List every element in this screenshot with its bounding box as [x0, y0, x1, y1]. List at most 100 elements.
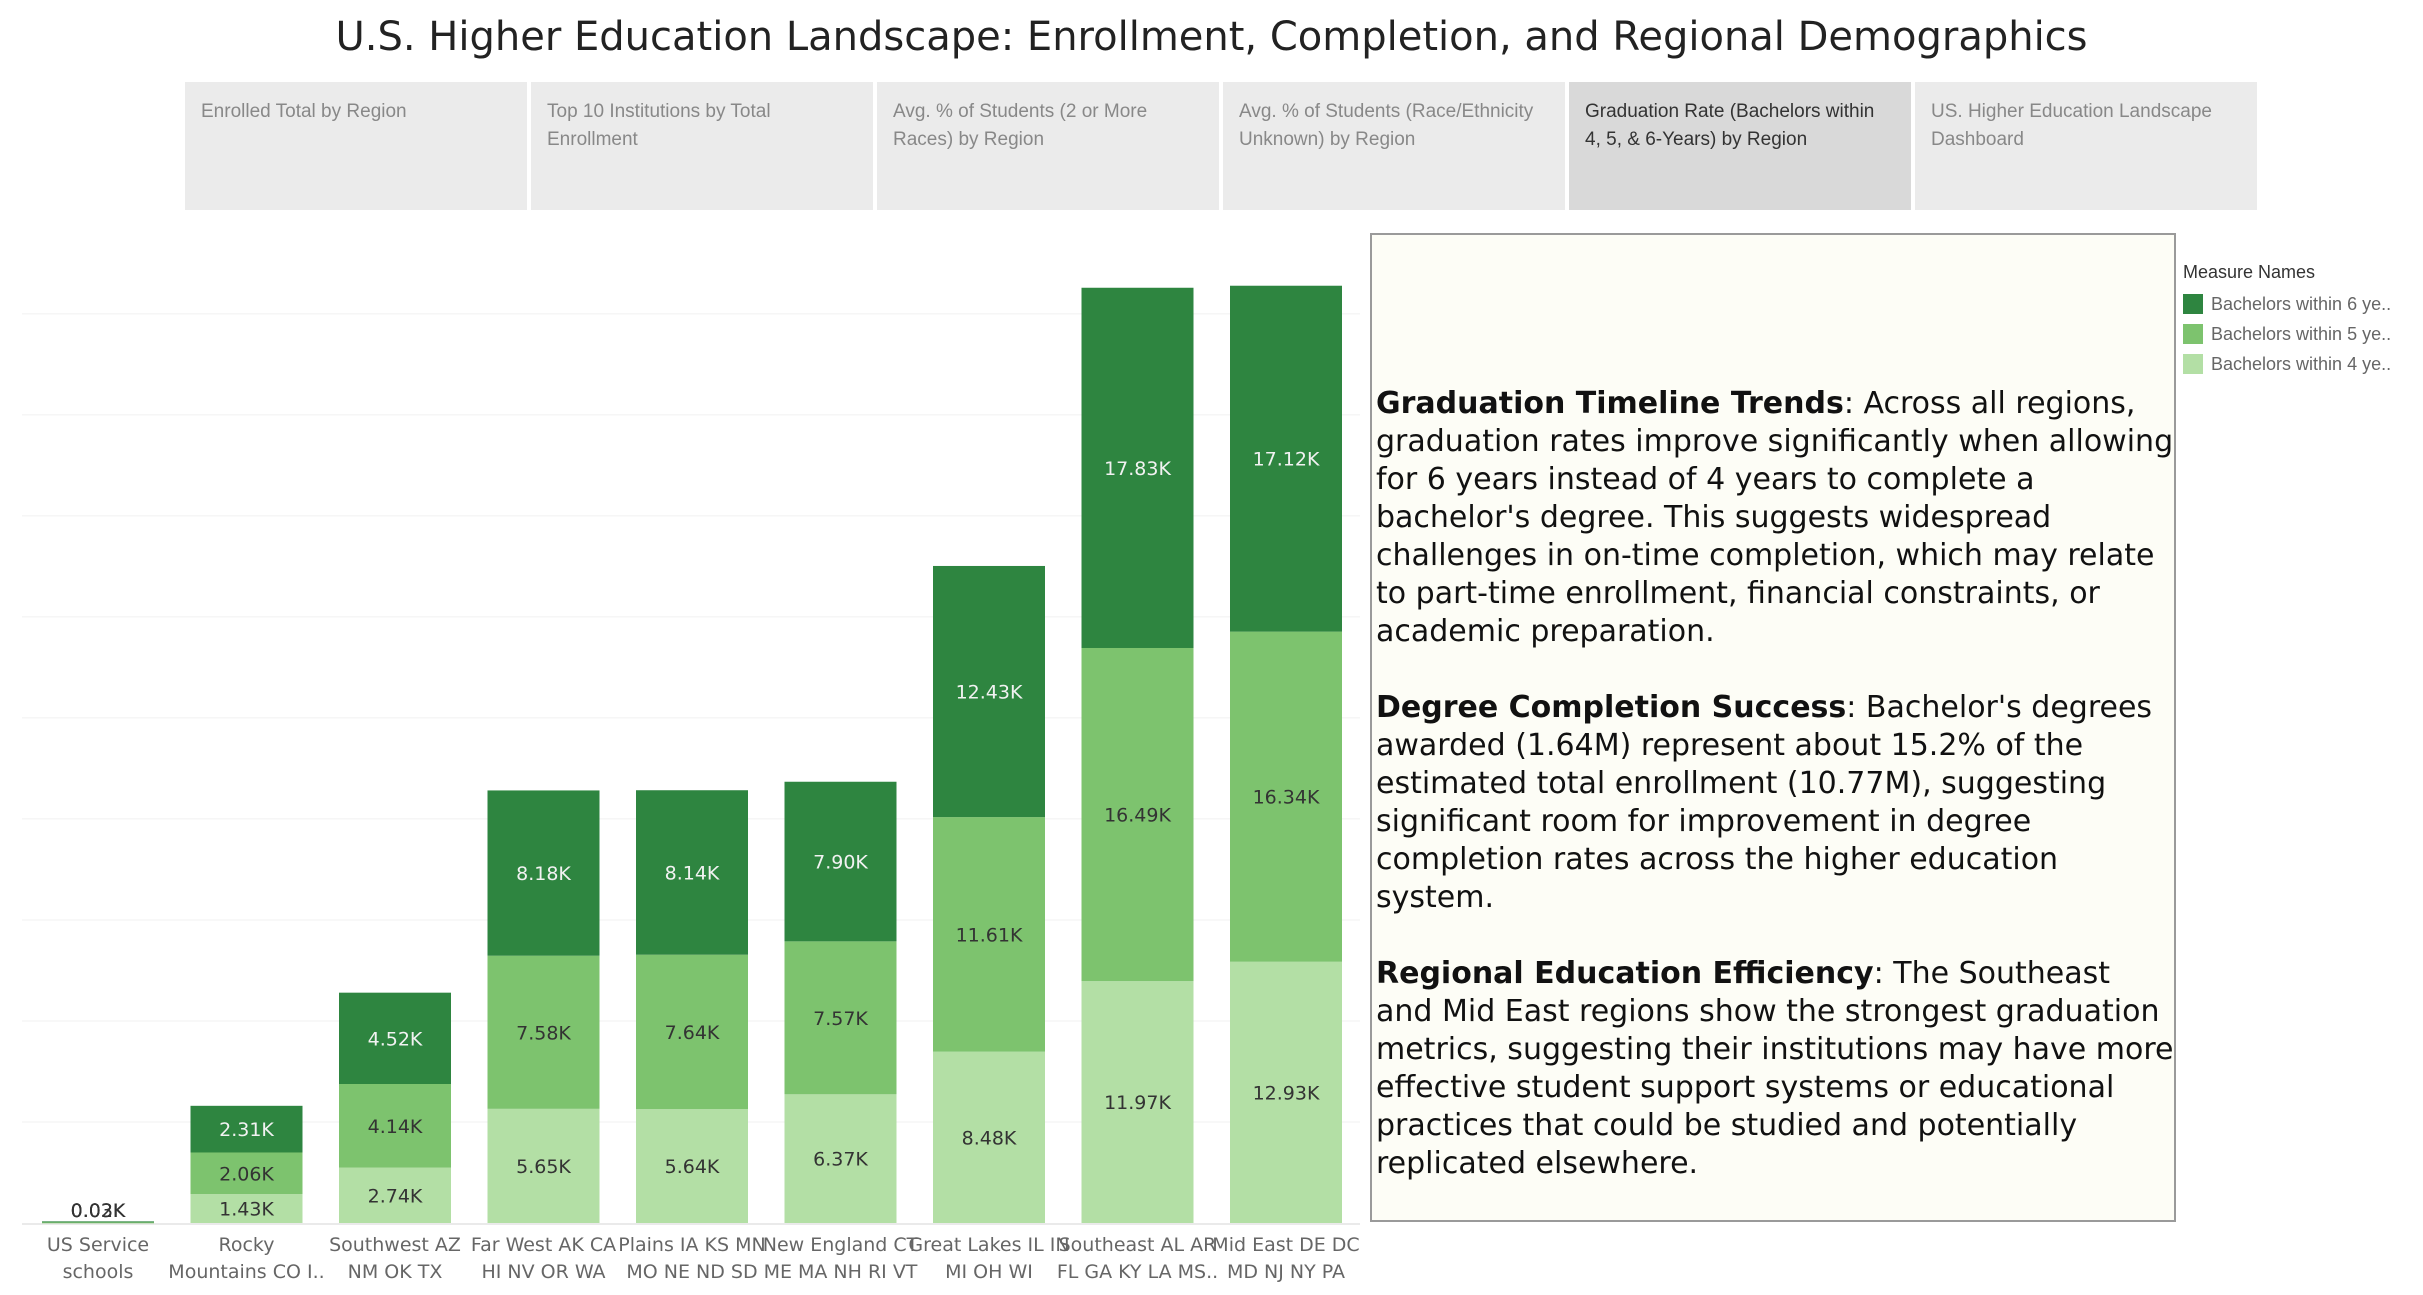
data-label: 6.37K: [813, 1149, 868, 1171]
category-label: Southeast AL AR: [1059, 1234, 1217, 1256]
tab-two-or-more-races[interactable]: Avg. % of Students (2 or More Races) by …: [877, 82, 1219, 210]
insight-text: : Across all regions, graduation rates i…: [1376, 386, 2174, 649]
insight-heading: Regional Education Efficiency: [1376, 956, 1874, 991]
bar-five-year: [487, 955, 600, 1109]
data-label: 11.61K: [956, 924, 1023, 946]
data-label: 7.57K: [813, 1008, 868, 1030]
insights-panel: Graduation Timeline Trends: Across all r…: [1370, 233, 2176, 1222]
category-label: ME MA NH RI VT: [764, 1261, 918, 1283]
category-label: schools: [63, 1261, 134, 1283]
category-label: Great Lakes IL IN: [908, 1234, 1069, 1256]
data-label: 0.02K: [71, 1200, 126, 1222]
category-label: US Service: [47, 1234, 149, 1256]
tab-dashboard[interactable]: US. Higher Education Landscape Dashboard: [1915, 82, 2257, 210]
bar-four-year: [339, 1167, 451, 1223]
data-label: 0.03K: [71, 1200, 126, 1222]
bar-four-year: [42, 1222, 154, 1224]
insight-timeline: Graduation Timeline Trends: Across all r…: [1376, 385, 2174, 651]
bar-six-year: [1081, 287, 1194, 648]
data-label: 2.31K: [219, 1119, 274, 1141]
legend-item-four-year[interactable]: Bachelors within 4 ye..: [2183, 349, 2423, 379]
bar-six-year: [636, 790, 748, 955]
bar-six-year: [42, 1221, 154, 1223]
bar-six-year: [339, 992, 451, 1084]
bar-six-year: [1230, 285, 1342, 632]
page-title: U.S. Higher Education Landscape: Enrollm…: [335, 14, 2088, 60]
data-label: 7.58K: [516, 1022, 571, 1044]
bar-four-year: [636, 1109, 748, 1223]
data-label: 17.83K: [1104, 458, 1171, 480]
insight-heading: Graduation Timeline Trends: [1376, 386, 1844, 421]
category-label: FL GA KY LA MS..: [1057, 1261, 1218, 1283]
bar-four-year: [784, 1094, 897, 1223]
category-label: HI NV OR WA: [481, 1261, 605, 1283]
bar-five-year: [784, 941, 897, 1095]
data-label: 8.18K: [516, 863, 571, 885]
data-label: 2.74K: [368, 1185, 423, 1207]
legend: Measure Names Bachelors within 6 ye.. Ba…: [2183, 262, 2423, 379]
bar-four-year: [190, 1194, 303, 1223]
bar-five-year: [339, 1083, 451, 1168]
data-label: 8.48K: [962, 1127, 1017, 1149]
insight-efficiency: Regional Education Efficiency: The South…: [1376, 955, 2174, 1183]
legend-label: Bachelors within 4 ye..: [2211, 353, 2392, 374]
data-label: 0.03K: [71, 1200, 126, 1222]
tab-top-10-institutions[interactable]: Top 10 Institutions by Total Enrollment: [531, 82, 873, 210]
data-label: 4.52K: [368, 1028, 423, 1050]
bar-five-year: [1230, 631, 1342, 962]
legend-swatch: [2183, 354, 2203, 374]
bar-five-year: [190, 1152, 303, 1195]
category-label: New England CT: [763, 1234, 919, 1256]
category-label: Southwest AZ: [329, 1234, 461, 1256]
category-label: MD NJ NY PA: [1227, 1261, 1345, 1283]
bar-five-year: [1081, 647, 1194, 982]
data-label: 4.14K: [368, 1116, 423, 1138]
legend-swatch: [2183, 324, 2203, 344]
data-label: 7.64K: [665, 1022, 720, 1044]
category-label: Mountains CO I..: [168, 1261, 324, 1283]
legend-label: Bachelors within 5 ye..: [2211, 323, 2392, 344]
category-label: MO NE ND SD: [626, 1261, 757, 1283]
bar-six-year: [487, 790, 600, 956]
data-label: 2.06K: [219, 1163, 274, 1185]
data-label: 1.43K: [219, 1199, 274, 1221]
bar-six-year: [190, 1105, 303, 1153]
category-label: MI OH WI: [945, 1261, 1033, 1283]
data-label: 5.64K: [665, 1156, 720, 1178]
story-tabs: Enrolled Total by Region Top 10 Institut…: [185, 82, 2257, 210]
legend-label: Bachelors within 6 ye..: [2211, 293, 2392, 314]
category-label: NM OK TX: [348, 1261, 443, 1283]
data-label: 11.97K: [1104, 1092, 1171, 1114]
data-label: 17.12K: [1253, 449, 1320, 471]
category-label: Mid East DE DC: [1212, 1234, 1359, 1256]
data-label: 16.34K: [1253, 787, 1320, 809]
data-label: 8.14K: [665, 862, 720, 884]
category-label: Far West AK CA: [471, 1234, 616, 1256]
bar-five-year: [636, 954, 748, 1110]
data-label: 12.43K: [956, 682, 1023, 704]
tab-graduation-rate[interactable]: Graduation Rate (Bachelors within 4, 5, …: [1569, 82, 1911, 210]
data-label: 7.90K: [813, 852, 868, 874]
data-label: 16.49K: [1104, 805, 1171, 827]
bar-four-year: [933, 1051, 1045, 1223]
gridlines: [22, 313, 1360, 1225]
tab-enrolled-total[interactable]: Enrolled Total by Region: [185, 82, 527, 210]
legend-item-five-year[interactable]: Bachelors within 5 ye..: [2183, 319, 2423, 349]
bar-five-year: [933, 817, 1045, 1052]
category-label: Plains IA KS MN: [618, 1234, 765, 1256]
insight-text: : The Southeast and Mid East regions sho…: [1376, 956, 2174, 1181]
bar-four-year: [1230, 961, 1342, 1223]
insight-completion: Degree Completion Success: Bachelor's de…: [1376, 689, 2174, 917]
data-label: 12.93K: [1253, 1082, 1320, 1104]
legend-title: Measure Names: [2183, 262, 2316, 282]
bar-six-year: [784, 781, 897, 942]
insight-heading: Degree Completion Success: [1376, 690, 1847, 725]
legend-item-six-year[interactable]: Bachelors within 6 ye..: [2183, 289, 2423, 319]
bar-six-year: [933, 565, 1045, 818]
data-label: 5.65K: [516, 1156, 571, 1178]
bar-four-year: [487, 1108, 600, 1223]
tab-race-unknown[interactable]: Avg. % of Students (Race/Ethnicity Unkno…: [1223, 82, 1565, 210]
